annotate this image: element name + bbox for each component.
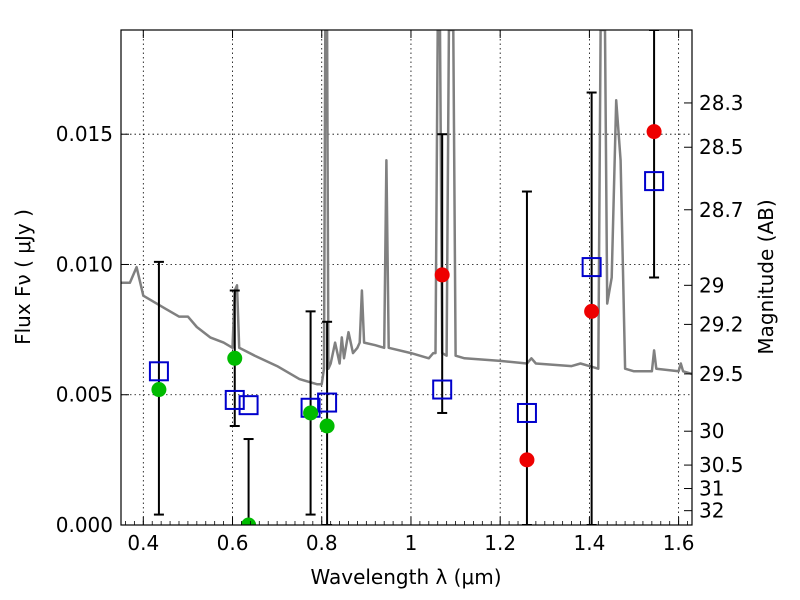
model-flux-layer — [148, 171, 665, 423]
y-tick-label: 0.000 — [56, 513, 113, 537]
x-tick-label: 1.4 — [573, 531, 605, 555]
y-tick-label: 0.010 — [56, 252, 113, 276]
mag-tick-label: 28.5 — [699, 135, 744, 159]
x-tick-label: 0.6 — [217, 531, 249, 555]
observed-flux-marker — [303, 405, 319, 421]
model-spectrum-layer — [121, 30, 692, 386]
y-tick-label: 0.015 — [56, 122, 113, 146]
mag-tick-label: 30 — [699, 419, 724, 443]
observed-flux-marker — [241, 517, 257, 525]
mag-tick-label: 28.7 — [699, 198, 744, 222]
observed-flux-marker — [434, 267, 450, 283]
observed-flux-marker — [319, 418, 335, 434]
x-tick-label: 1.2 — [484, 531, 516, 555]
mag-tick-label: 28.3 — [699, 91, 744, 115]
model-flux-marker — [238, 395, 259, 416]
model-flux-marker — [432, 379, 453, 400]
observed-flux-marker — [646, 124, 662, 140]
plot-frame — [120, 29, 693, 526]
observed-flux-marker — [227, 350, 243, 366]
model-flux-marker — [644, 171, 665, 192]
model-flux-marker — [516, 402, 537, 423]
x-tick-label: 1 — [405, 531, 418, 555]
mag-tick-label: 31 — [699, 477, 724, 501]
observed-flux-layer — [151, 124, 662, 525]
model-flux-marker — [224, 389, 245, 410]
mag-tick-label: 30.5 — [699, 453, 744, 477]
model-flux-marker — [581, 257, 602, 278]
errorbar-layer — [153, 30, 660, 525]
x-tick-label: 0.4 — [127, 531, 159, 555]
model-flux-marker — [148, 361, 169, 382]
x-axis-label: Wavelength λ (μm) — [310, 565, 501, 589]
model-flux-marker — [317, 392, 338, 413]
observed-flux-marker — [519, 452, 535, 468]
y-tick-label: 0.005 — [56, 383, 113, 407]
grid — [121, 30, 692, 526]
mag-tick-label: 32 — [699, 499, 724, 523]
y-axis-label-left: Flux Fν ( μJy ) — [11, 209, 35, 345]
x-tick-label: 1.6 — [663, 531, 695, 555]
mag-tick-label: 29.5 — [699, 362, 744, 386]
mag-tick-label: 29 — [699, 273, 724, 297]
model-spectrum-line — [121, 30, 692, 386]
y-axis-label-right: Magnitude (AB) — [754, 199, 778, 354]
axis-ticks: 0.4 0.6 0.8 1 1.2 1.4 1.6 0.000 0.005 0.010 0.015 2… — [56, 30, 744, 555]
x-tick-label: 0.8 — [306, 531, 338, 555]
mag-tick-label: 29.2 — [699, 312, 744, 336]
observed-flux-marker — [151, 382, 167, 398]
observed-flux-marker — [584, 303, 600, 319]
